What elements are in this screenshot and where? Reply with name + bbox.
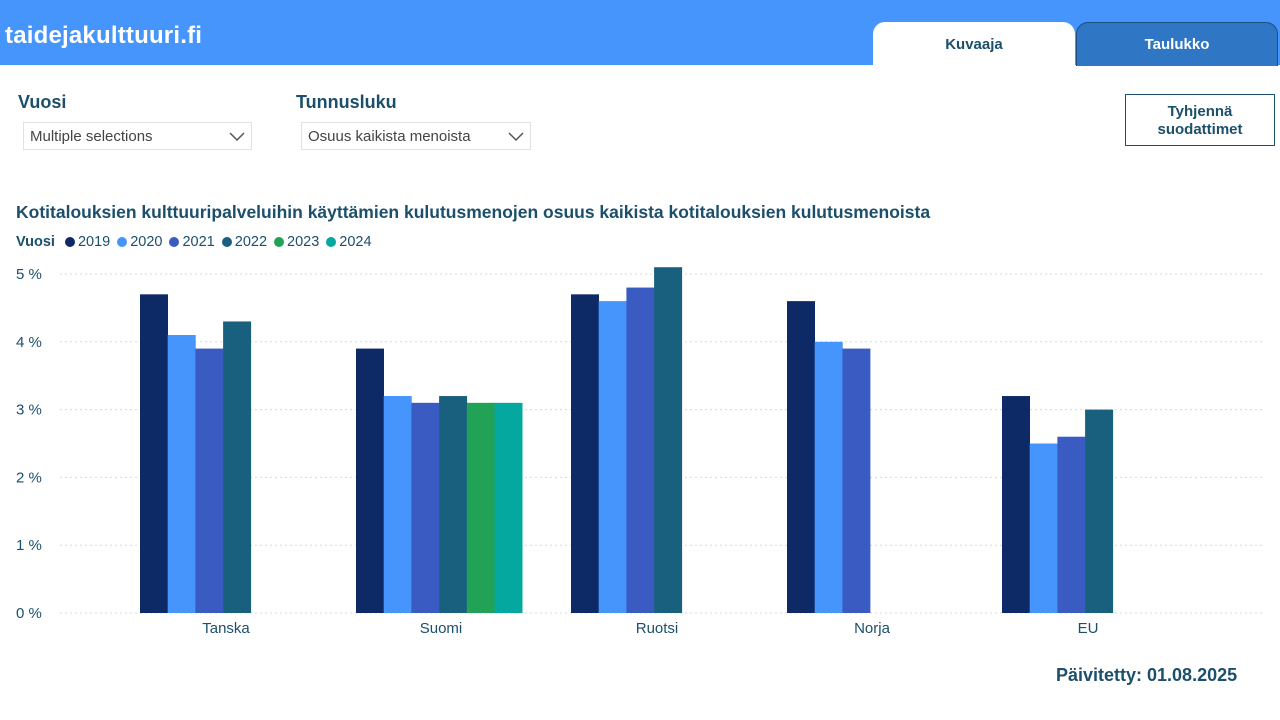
x-tick-label: Ruotsi <box>636 620 679 637</box>
legend-label: 2019 <box>77 234 111 250</box>
bar-EU-2020 <box>1029 443 1058 613</box>
bar-Suomi-2024 <box>494 402 523 613</box>
bar-Tanska-2020 <box>167 335 196 613</box>
bar-Norja-2021 <box>842 348 871 613</box>
bar-Tanska-2019 <box>140 294 168 613</box>
bar-Tanska-2022 <box>223 321 252 613</box>
legend-dot <box>274 237 285 247</box>
bar-EU-2022 <box>1085 409 1114 613</box>
legend-label: 2022 <box>234 234 268 250</box>
legend-item-2020[interactable]: 2020 <box>117 234 162 250</box>
legend-label: 2021 <box>182 234 215 250</box>
bar-Suomi-2019 <box>356 348 384 613</box>
clear-filters-label-line2: suodattimet <box>1157 121 1243 138</box>
vuosi-dropdown[interactable]: Multiple selections <box>23 122 252 150</box>
legend-item-2023[interactable]: 2023 <box>274 234 319 250</box>
x-tick-label: Suomi <box>420 620 463 637</box>
bar-Ruotsi-2021 <box>626 287 655 613</box>
legend-item-2022[interactable]: 2022 <box>221 234 268 250</box>
y-tick-label: 5 % <box>16 266 42 283</box>
bar-Ruotsi-2019 <box>571 294 599 613</box>
legend-item-2019[interactable]: 2019 <box>64 234 111 250</box>
x-tick-label: Norja <box>854 620 891 637</box>
chart-title: Kotitalouksien kulttuuripalveluihin käyt… <box>16 202 931 222</box>
updated-date-text: Päivitetty: 01.08.2025 <box>1056 665 1238 685</box>
legend-dot <box>169 237 180 247</box>
bar-Norja-2019 <box>787 301 815 613</box>
chart-legend: Vuosi 2019 2020 2021 2022 2023 2024 <box>16 234 379 250</box>
bar-Tanska-2021 <box>195 348 224 613</box>
tunnusluku-dropdown-value: Osuus kaikista menoista <box>308 127 471 145</box>
legend-dot <box>326 237 337 247</box>
clear-filters-button[interactable]: Tyhjennä suodattimet <box>1125 94 1275 146</box>
legend-title: Vuosi <box>16 234 55 250</box>
y-tick-label: 3 % <box>16 402 42 419</box>
y-tick-label: 1 % <box>16 537 42 554</box>
bar-Norja-2020 <box>814 341 843 613</box>
bar-Ruotsi-2022 <box>654 267 683 613</box>
legend-dot <box>117 237 128 247</box>
header-bar: taidejakulttuuri.fi Kuvaaja Taulukko <box>0 0 1280 66</box>
vuosi-dropdown-value: Multiple selections <box>30 127 153 145</box>
legend-dot <box>64 237 75 247</box>
legend-label: 2020 <box>130 234 163 250</box>
clear-filters-label-line1: Tyhjennä <box>1167 103 1233 120</box>
x-tick-label: EU <box>1078 620 1099 637</box>
bar-Suomi-2021 <box>411 402 440 613</box>
y-tick-label: 2 % <box>16 469 42 486</box>
legend-label: 2024 <box>339 234 372 250</box>
bar-Suomi-2023 <box>466 402 495 613</box>
legend-dot <box>221 237 232 247</box>
y-tick-label: 0 % <box>16 605 42 622</box>
legend-item-2021[interactable]: 2021 <box>169 234 215 250</box>
chevron-down-icon <box>508 132 524 142</box>
bar-chart: 0 % 1 % 2 % 3 % 4 % 5 % Tanska Suomi Ruotsi Norja… <box>16 266 1262 637</box>
x-tick-label: Tanska <box>202 620 250 637</box>
chevron-down-icon <box>229 132 245 142</box>
tunnusluku-filter-label: Tunnusluku <box>296 92 397 112</box>
brand-logo-text[interactable]: taidejakulttuuri.fi <box>5 22 203 49</box>
tab-kuvaaja[interactable]: Kuvaaja <box>873 22 1075 66</box>
bar-Suomi-2022 <box>439 396 468 613</box>
bar-Ruotsi-2020 <box>598 301 627 613</box>
bar-EU-2021 <box>1057 436 1086 613</box>
vuosi-filter-label: Vuosi <box>18 92 67 112</box>
bar-Suomi-2020 <box>383 396 412 613</box>
tab-taulukko[interactable]: Taulukko <box>1076 22 1278 66</box>
y-tick-label: 4 % <box>16 334 42 351</box>
bar-EU-2019 <box>1002 396 1030 613</box>
legend-label: 2023 <box>287 234 320 250</box>
legend-item-2024[interactable]: 2024 <box>326 234 372 250</box>
tunnusluku-dropdown[interactable]: Osuus kaikista menoista <box>301 122 531 150</box>
